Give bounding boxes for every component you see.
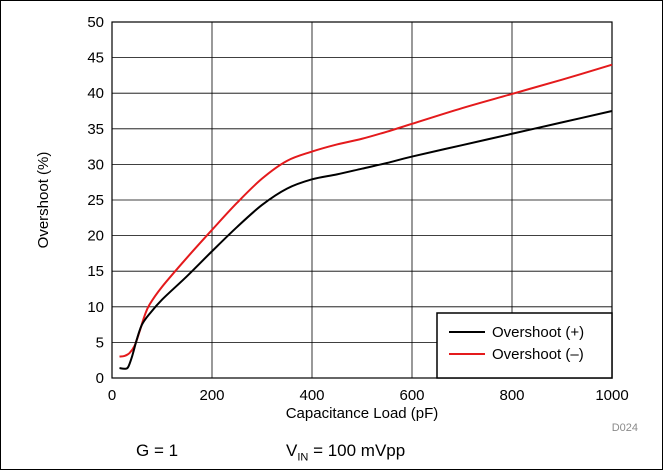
x-tick-label: 0 [108, 387, 116, 404]
vin-value: = 100 mVpp [308, 441, 406, 460]
y-tick-label: 0 [96, 370, 104, 387]
vin-condition: VIN = 100 mVpp [286, 441, 405, 463]
vin-symbol: V [286, 441, 298, 460]
x-tick-label: 400 [299, 387, 324, 404]
legend-box [436, 312, 613, 379]
x-tick-label: 1000 [595, 387, 628, 404]
y-axis-title: Overshoot (%) [35, 152, 52, 249]
y-tick-label: 45 [87, 50, 104, 67]
gain-condition: G = 1 [136, 441, 179, 460]
legend-label-negative: Overshoot (–) [492, 346, 584, 363]
y-tick-label: 5 [96, 334, 104, 351]
figure-id-label: D024 [612, 422, 638, 431]
legend-label-positive: Overshoot (+) [492, 324, 584, 341]
y-tick-label: 15 [87, 263, 104, 280]
y-tick-label: 10 [87, 299, 104, 316]
x-tick-label: 600 [399, 387, 424, 404]
y-tick-label: 40 [87, 85, 104, 102]
y-tick-label: 25 [87, 192, 104, 209]
x-axis-title: Capacitance Load (pF) [286, 405, 439, 422]
y-tick-label: 35 [87, 121, 104, 138]
plot-border [111, 21, 613, 379]
x-tick-label: 200 [199, 387, 224, 404]
x-tick-label: 800 [499, 387, 524, 404]
y-tick-label: 30 [87, 156, 104, 173]
overshoot-positive-line [119, 110, 613, 370]
overshoot-chart: 0 200 400 600 800 1000 0 5 10 15 20 25 30 35 40 45 50 Cap… [35, 14, 638, 431]
vin-subscript: IN [297, 451, 309, 464]
y-tick-label: 20 [87, 228, 104, 245]
y-tick-label: 50 [87, 14, 104, 31]
